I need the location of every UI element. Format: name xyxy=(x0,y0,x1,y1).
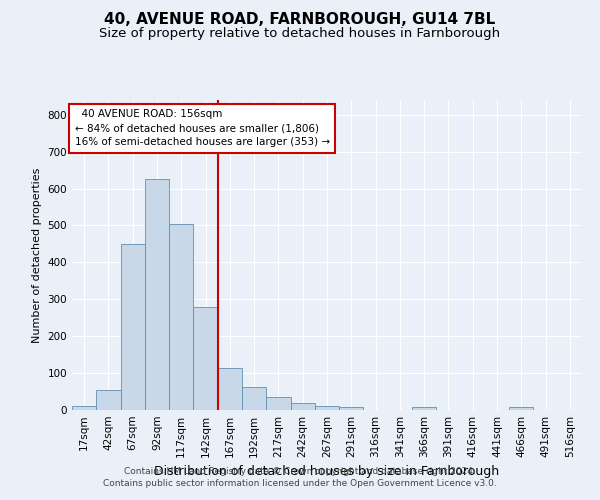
Bar xyxy=(266,397,290,410)
X-axis label: Distribution of detached houses by size in Farnborough: Distribution of detached houses by size … xyxy=(154,466,500,478)
Bar xyxy=(290,404,315,410)
Bar xyxy=(339,407,364,410)
Bar xyxy=(145,180,169,410)
Text: 40, AVENUE ROAD, FARNBOROUGH, GU14 7BL: 40, AVENUE ROAD, FARNBOROUGH, GU14 7BL xyxy=(104,12,496,28)
Bar xyxy=(121,244,145,410)
Bar xyxy=(412,407,436,410)
Bar xyxy=(169,224,193,410)
Bar xyxy=(509,408,533,410)
Text: Contains HM Land Registry data © Crown copyright and database right 2024.: Contains HM Land Registry data © Crown c… xyxy=(124,467,476,476)
Text: Size of property relative to detached houses in Farnborough: Size of property relative to detached ho… xyxy=(100,28,500,40)
Bar xyxy=(96,390,121,410)
Bar xyxy=(193,306,218,410)
Bar xyxy=(72,406,96,410)
Text: 40 AVENUE ROAD: 156sqm
← 84% of detached houses are smaller (1,806)
16% of semi-: 40 AVENUE ROAD: 156sqm ← 84% of detached… xyxy=(74,110,329,148)
Bar xyxy=(242,387,266,410)
Bar xyxy=(315,406,339,410)
Bar xyxy=(218,368,242,410)
Y-axis label: Number of detached properties: Number of detached properties xyxy=(32,168,42,342)
Text: Contains public sector information licensed under the Open Government Licence v3: Contains public sector information licen… xyxy=(103,478,497,488)
